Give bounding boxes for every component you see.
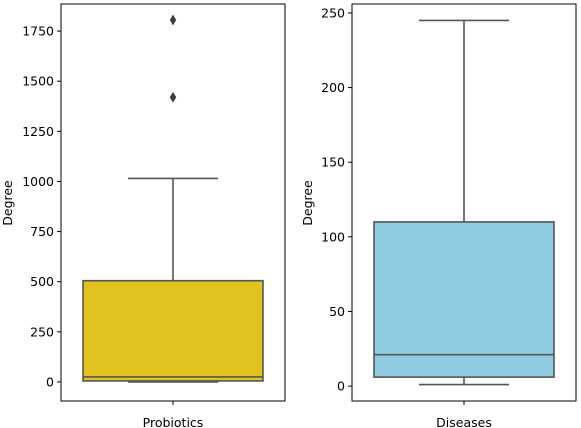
y-tick-label: 500 [30, 274, 54, 289]
x-tick-label-probiotics: Probiotics [143, 415, 204, 428]
y-tick-label: 150 [321, 155, 345, 170]
y-tick-label: 250 [321, 5, 345, 20]
y-tick-label: 250 [30, 324, 54, 339]
iqr-box [82, 279, 264, 382]
y-tick-label: 1250 [22, 124, 54, 139]
y-tick-label: 1500 [22, 74, 54, 89]
box-probiotics [82, 14, 264, 383]
outlier-point [169, 14, 177, 26]
y-ticks-probiotics: 0 250 500 750 1000 1250 1500 1750 [22, 24, 61, 389]
y-axis-label-diseases: Degree [300, 180, 315, 226]
panel-diseases: 0 50 100 150 200 250 Diseases Degree [300, 3, 577, 428]
y-axis-label-probiotics: Degree [0, 180, 15, 226]
y-tick-label: 750 [30, 224, 54, 239]
x-tick-label-diseases: Diseases [436, 415, 492, 428]
y-tick-label: 0 [46, 374, 54, 389]
y-tick-label: 0 [337, 379, 345, 394]
box-diseases [373, 19, 555, 386]
outlier-point [169, 91, 177, 103]
y-tick-label: 50 [329, 304, 345, 319]
y-tick-label: 100 [321, 229, 345, 244]
y-ticks-diseases: 0 50 100 150 200 250 [321, 5, 352, 394]
y-tick-label: 1750 [22, 24, 54, 39]
y-tick-label: 200 [321, 80, 345, 95]
panel-probiotics: 0 250 500 750 1000 1250 1500 1750 Probiotics De… [0, 3, 286, 428]
y-tick-label: 1000 [22, 174, 54, 189]
iqr-box [373, 221, 555, 378]
